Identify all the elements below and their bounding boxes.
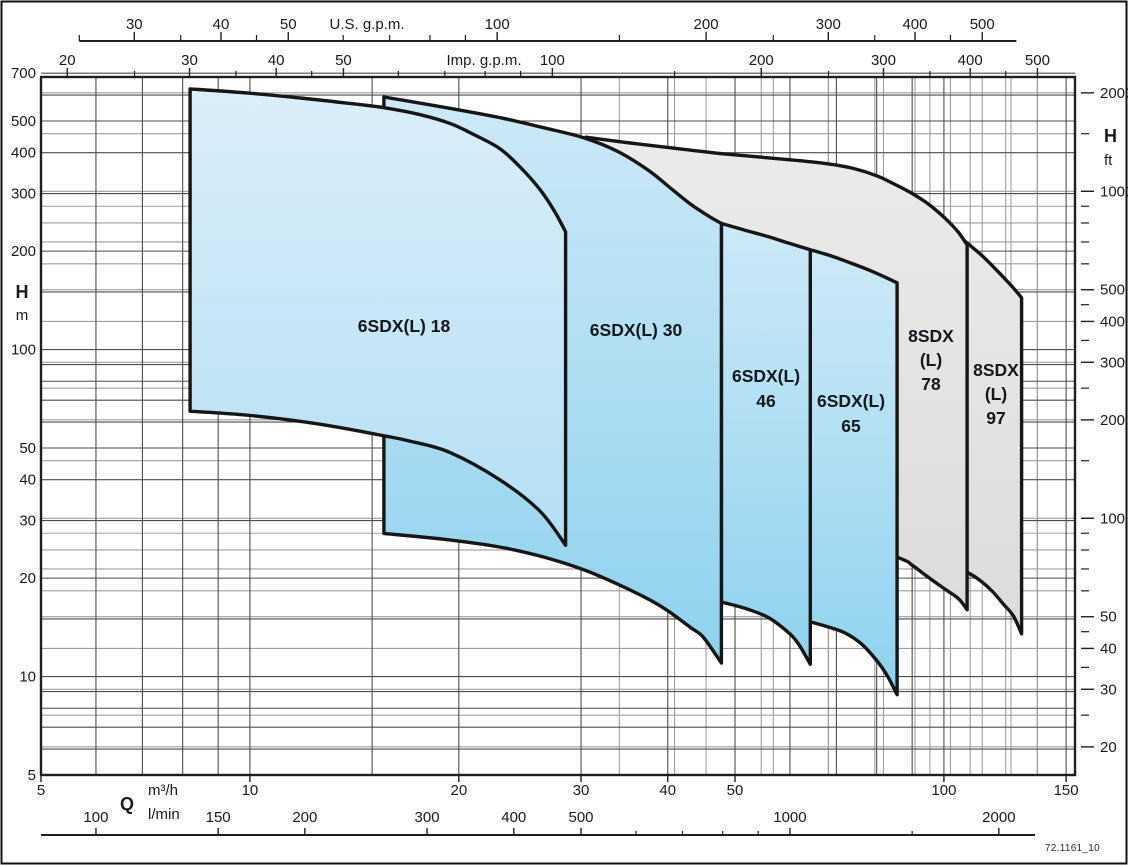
q-m3h-tick-label: 5 (37, 782, 45, 799)
lmin-tick-label: 200 (292, 809, 317, 826)
region-label-line: (L) (985, 384, 1007, 404)
h-m-tick-label: 40 (19, 472, 36, 489)
h-m-tick-label: 300 (11, 186, 36, 203)
region-label-line: 8SDX (908, 326, 954, 346)
lmin-tick-label: 2000 (982, 809, 1015, 826)
region-label-line: (L) (920, 350, 942, 370)
region-label-line: 8SDX (973, 360, 1019, 380)
q-m3h-tick-label: 10 (242, 782, 259, 799)
lmin-tick-label: 1000 (773, 809, 806, 826)
q-m3h-tick-label: 30 (573, 782, 590, 799)
h-ft-tick-label: 200 (1100, 412, 1125, 429)
h-ft-tick-label: 1000 (1100, 183, 1128, 200)
h-m-tick-label: 10 (19, 669, 36, 686)
h-m-tick-label: 400 (11, 145, 36, 162)
region-label-6sdx46: 6SDX(L) 46 (732, 366, 800, 411)
region-label-line: 6SDX(L) 18 (358, 316, 451, 336)
q-m3h-tick-label: 50 (727, 782, 744, 799)
region-label-line: 97 (986, 408, 1005, 428)
imp-gpm-tick-label: 400 (958, 52, 983, 69)
drawing-code: 72.1161_10 (1044, 843, 1100, 854)
h-m-tick-label: 50 (19, 440, 36, 457)
q-m3h-tick-label: 20 (450, 782, 467, 799)
us-gpm-tick-label: 200 (694, 16, 719, 33)
h-m-axis-title: H (16, 282, 29, 302)
q-m3h-tick-label: 40 (659, 782, 676, 799)
h-ft-tick-label: 50 (1100, 609, 1117, 626)
axes: 30 40 50 100 200 300 400 500 U.S. g.p.m. 20 30 40 50… (11, 16, 1128, 836)
region-label-line: 6SDX(L) (732, 366, 800, 386)
region-label-line: 46 (756, 391, 776, 411)
h-m-tick-label: 30 (19, 513, 36, 530)
q-lmin-axis-unit: l/min (148, 806, 180, 823)
us-gpm-tick-label: 400 (902, 16, 927, 33)
us-gpm-axis-title: U.S. g.p.m. (329, 16, 404, 33)
h-m-tick-label: 20 (19, 570, 36, 587)
imp-gpm-tick-label: 300 (871, 52, 896, 69)
region-label-8sdx97: 8SDX (L) 97 (973, 360, 1019, 428)
envelopes (188, 87, 1024, 697)
imp-gpm-tick-label: 100 (540, 52, 565, 69)
h-ft-tick-label: 2000 (1100, 85, 1128, 102)
h-ft-tick-label: 30 (1100, 681, 1117, 698)
lmin-tick-label: 400 (501, 809, 526, 826)
region-label-line: 6SDX(L) (817, 391, 885, 411)
imp-gpm-tick-label: 500 (1025, 52, 1050, 69)
region-label-line: 65 (841, 416, 861, 436)
lmin-tick-label: 150 (206, 809, 231, 826)
h-ft-tick-label: 500 (1100, 282, 1125, 299)
lmin-tick-label: 300 (415, 809, 440, 826)
h-ft-tick-label: 20 (1100, 739, 1117, 756)
q-m3h-tick-label: 150 (1054, 782, 1079, 799)
region-label-line: 6SDX(L) 30 (590, 320, 683, 340)
region-label-8sdx78: 8SDX (L) 78 (908, 326, 954, 394)
h-ft-axis-unit: ft (1104, 152, 1113, 169)
h-m-tick-label: 700 (11, 65, 36, 82)
imp-gpm-tick-label: 40 (268, 52, 285, 69)
envelope-6sdx46 (719, 221, 812, 666)
h-ft-tick-label: 40 (1100, 640, 1117, 657)
envelope-6sdx65 (808, 248, 899, 697)
us-gpm-tick-label: 100 (485, 16, 510, 33)
imp-gpm-tick-label: 20 (59, 52, 76, 69)
q-m3h-axis-unit: m³/h (148, 782, 178, 799)
plot-frame (39, 75, 1077, 777)
h-m-tick-label: 5 (28, 767, 36, 784)
region-label-line: 78 (921, 374, 941, 394)
h-ft-tick-label: 100 (1100, 510, 1125, 527)
us-gpm-tick-label: 40 (213, 16, 230, 33)
us-gpm-tick-label: 500 (970, 16, 995, 33)
h-m-axis-unit: m (16, 307, 29, 324)
envelope-6sdx18 (188, 87, 568, 547)
h-ft-tick-label: 300 (1100, 354, 1125, 371)
imp-gpm-tick-label: 30 (181, 52, 198, 69)
h-m-tick-label: 200 (11, 243, 36, 260)
h-m-tick-label: 100 (11, 342, 36, 359)
imp-gpm-tick-label: 200 (749, 52, 774, 69)
us-gpm-tick-label: 300 (816, 16, 841, 33)
q-axis-title: Q (120, 794, 134, 814)
us-gpm-tick-label: 50 (280, 16, 297, 33)
q-m3h-tick-label: 100 (931, 782, 956, 799)
us-gpm-tick-label: 30 (126, 16, 143, 33)
h-m-tick-label: 500 (11, 113, 36, 130)
region-label-6sdx30: 6SDX(L) 30 (590, 320, 683, 340)
imp-gpm-axis-title: Imp. g.p.m. (446, 52, 521, 69)
h-ft-axis-title: H (1104, 126, 1117, 146)
imp-gpm-tick-label: 50 (335, 52, 352, 69)
region-label-6sdx18: 6SDX(L) 18 (358, 316, 451, 336)
region-label-6sdx65: 6SDX(L) 65 (817, 391, 885, 436)
lmin-tick-label: 500 (569, 809, 594, 826)
lmin-tick-label: 100 (83, 809, 108, 826)
h-ft-tick-label: 400 (1100, 313, 1125, 330)
